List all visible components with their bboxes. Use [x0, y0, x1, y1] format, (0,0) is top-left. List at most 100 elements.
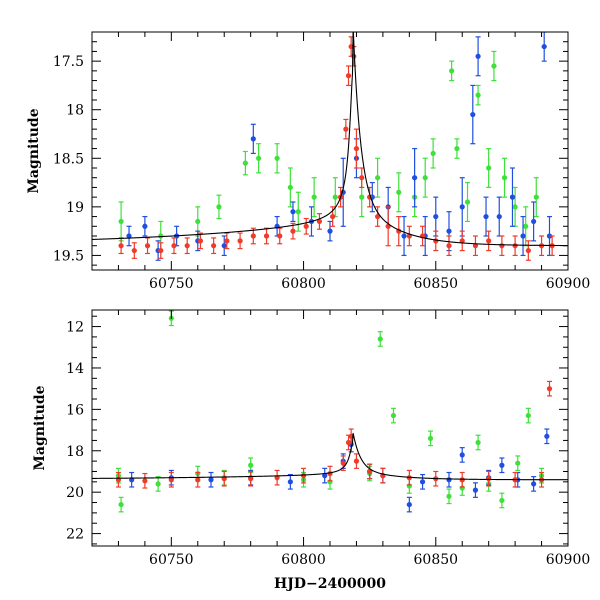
green-series: [115, 310, 545, 513]
red-point: [525, 247, 531, 254]
green-point: [422, 175, 428, 181]
blue-point: [401, 233, 407, 239]
blue-point: [446, 477, 452, 483]
green-point: [118, 218, 124, 225]
green-point: [454, 145, 460, 152]
green-point: [427, 435, 434, 441]
green-point: [512, 204, 518, 210]
top-y-axis-label: Magnitude: [26, 108, 42, 193]
red-point: [277, 233, 283, 239]
red-point: [446, 243, 452, 249]
red-point: [118, 243, 124, 249]
green-point: [475, 92, 481, 98]
y-tick-label: 19.5: [53, 248, 84, 264]
y-tick-label: 19: [66, 200, 84, 216]
y-tick-label: 22: [66, 527, 84, 543]
red-point: [131, 247, 137, 254]
green-point: [515, 460, 521, 466]
bottom-y-axis-label: Magnitude: [32, 385, 48, 470]
red-series: [115, 380, 553, 489]
green-point: [501, 175, 508, 181]
blue-point: [287, 479, 293, 485]
green-point: [449, 68, 455, 74]
green-point: [533, 194, 539, 200]
bottom-model-curve: [92, 433, 568, 481]
blue-point: [472, 487, 479, 493]
blue-point: [459, 204, 465, 210]
red-point: [459, 477, 465, 483]
blue-point: [221, 243, 227, 249]
x-tick-label: 60800: [281, 552, 326, 568]
blue-point: [531, 218, 537, 225]
x-tick-label: 60800: [281, 276, 326, 292]
green-point: [375, 175, 381, 181]
green-point: [242, 160, 248, 166]
green-point: [216, 204, 222, 210]
blue-point: [412, 175, 418, 181]
red-point: [184, 243, 190, 249]
green-point: [491, 63, 497, 69]
red-point: [303, 223, 309, 229]
green-point: [475, 439, 481, 446]
red-point: [142, 478, 148, 484]
green-point: [525, 412, 531, 419]
red-point: [353, 458, 360, 464]
bottom-panel-data: [115, 310, 553, 513]
red-point: [499, 243, 505, 249]
blue-point: [544, 433, 550, 439]
green-point: [158, 233, 164, 239]
red-point: [343, 126, 349, 132]
top-model-curve: [92, 32, 568, 247]
green-point: [295, 209, 301, 215]
red-point: [486, 476, 492, 482]
red-point: [345, 439, 352, 446]
top-panel-ticks: 60750 60800 60850 60900 17.5 18 18.5 19 19.5: [53, 31, 591, 292]
blue-point: [327, 228, 333, 234]
red-point: [459, 238, 465, 244]
blue-point: [250, 136, 256, 142]
green-point: [287, 184, 293, 191]
x-tick-label: 60750: [149, 552, 194, 568]
y-tick-label: 16: [66, 402, 84, 418]
blue-point: [541, 43, 547, 50]
x-tick-label: 60850: [414, 276, 459, 292]
red-point: [195, 477, 201, 483]
y-tick-label: 18.5: [53, 151, 84, 167]
red-point: [486, 238, 492, 244]
red-point: [171, 243, 177, 249]
green-point: [486, 165, 492, 171]
red-point: [248, 476, 254, 482]
red-point: [197, 238, 204, 244]
blue-point: [496, 213, 502, 220]
y-tick-label: 20: [66, 485, 84, 501]
red-point: [340, 460, 346, 466]
x-tick-label: 60900: [546, 552, 591, 568]
x-tick-label: 60900: [546, 276, 591, 292]
blue-point: [208, 477, 214, 483]
blue-point: [433, 213, 439, 220]
red-point: [168, 477, 174, 483]
x-axis-label: HJD−2400000: [274, 576, 386, 592]
red-point: [211, 243, 217, 249]
blue-point: [531, 481, 537, 487]
green-point: [464, 199, 471, 205]
bottom-panel-ticks: 60750 60800 60850 60900 12 14 16 18 20 22: [66, 310, 590, 568]
blue-point: [446, 228, 452, 234]
blue-point: [459, 452, 465, 458]
green-point: [274, 155, 280, 161]
red-point: [224, 238, 230, 244]
green-point: [256, 155, 262, 161]
green-point: [359, 194, 365, 200]
green-point: [446, 493, 452, 499]
red-point: [316, 218, 323, 225]
y-tick-label: 17.5: [53, 54, 84, 70]
blue-point: [475, 53, 481, 59]
blue-point: [126, 233, 132, 239]
blue-point: [419, 479, 426, 485]
red-point: [290, 228, 296, 234]
red-point: [263, 233, 270, 239]
blue-point: [290, 209, 296, 215]
red-series: [118, 36, 555, 261]
red-point: [351, 53, 357, 59]
